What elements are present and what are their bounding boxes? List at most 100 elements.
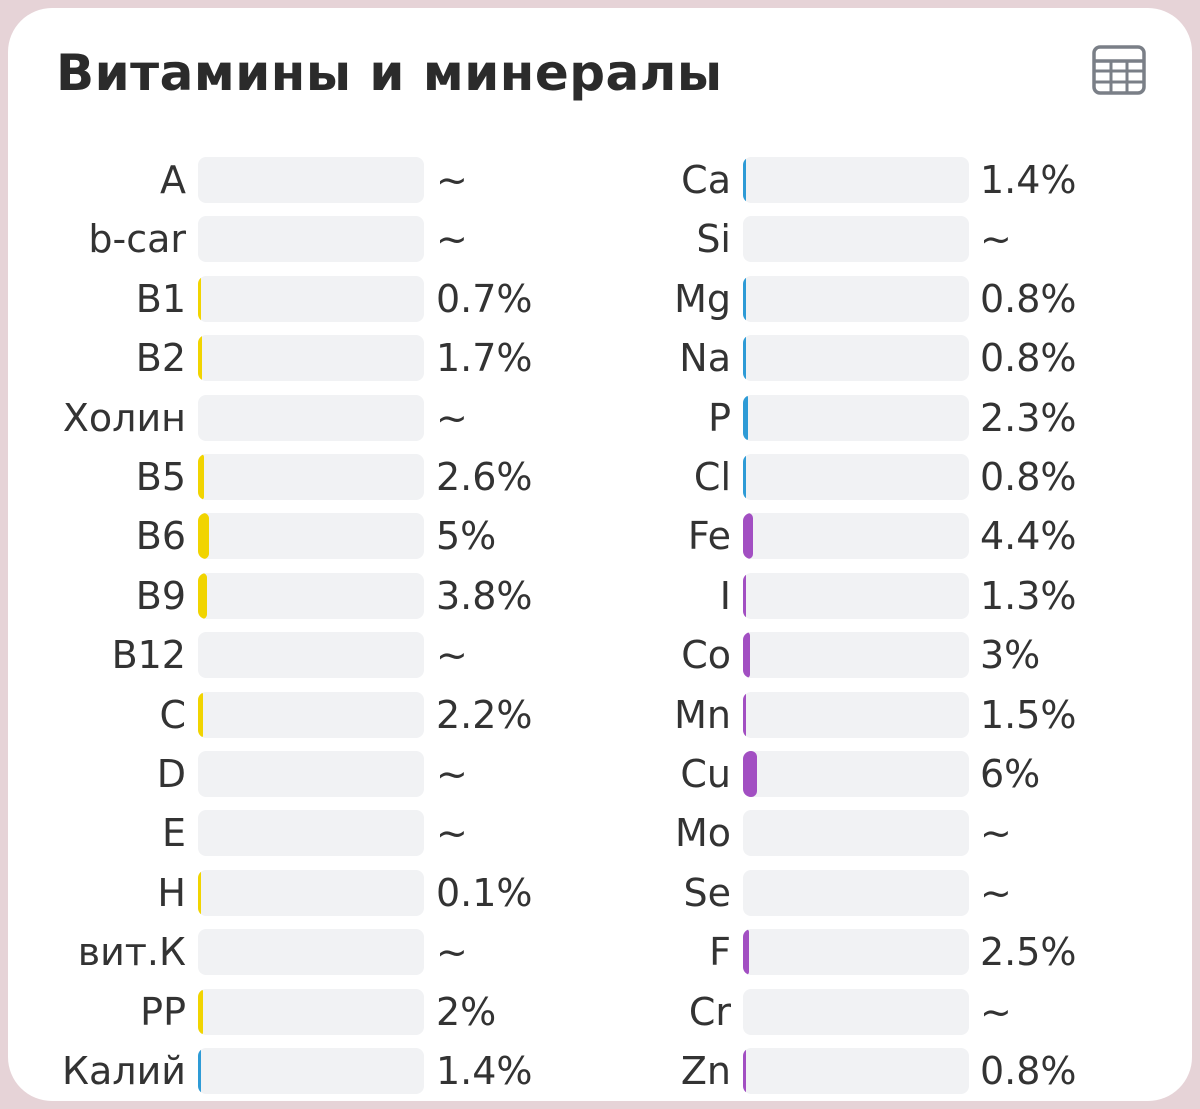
progress-track: [743, 869, 969, 916]
vitamins-row: B6 5%: [8, 512, 1192, 560]
nutrient-label: Fe: [687, 514, 731, 559]
nutrient-label: Cl: [693, 455, 731, 499]
progress-fill: [743, 572, 746, 619]
card-title: Витамины и минералы: [56, 44, 723, 102]
progress-track: [198, 691, 424, 738]
progress-track: [743, 810, 969, 857]
progress-fill: [743, 394, 749, 441]
vitamins-row: Калий 1.4%: [8, 1047, 1192, 1095]
progress-fill: [743, 335, 746, 382]
progress-track: [743, 513, 969, 560]
progress-track: [198, 810, 424, 857]
table-icon[interactable]: [1092, 44, 1146, 98]
nutrient-value: 2.2%: [436, 692, 533, 737]
minerals-row: Se ~: [8, 869, 1192, 917]
progress-fill: [198, 275, 201, 322]
nutrient-value: 0.1%: [436, 870, 533, 915]
nutrient-value: ~: [436, 811, 468, 856]
progress-track: [198, 513, 424, 560]
nutrient-label: I: [719, 573, 731, 618]
nutrient-value: ~: [980, 870, 1012, 915]
progress-track: [198, 1048, 424, 1094]
progress-track: [198, 275, 424, 322]
progress-fill: [198, 513, 210, 560]
nutrient-label: B2: [135, 336, 186, 381]
nutrient-value: 2%: [436, 989, 497, 1034]
minerals-row: Ca 1.4%: [8, 156, 1192, 204]
progress-fill: [198, 1048, 202, 1094]
nutrient-label: Na: [679, 336, 731, 381]
progress-track: [743, 632, 969, 679]
vitamins-row: B9 3.8%: [8, 572, 1192, 620]
nutrient-value: 3%: [980, 633, 1041, 678]
nutrient-label: P: [708, 395, 731, 440]
progress-fill: [743, 157, 747, 203]
minerals-row: Cl 0.8%: [8, 453, 1192, 501]
progress-fill: [198, 869, 201, 916]
vitamins-row: C 2.2%: [8, 691, 1192, 739]
nutrient-value: 0.8%: [980, 455, 1077, 499]
nutrient-label: Mg: [674, 276, 731, 321]
minerals-row: I 1.3%: [8, 572, 1192, 620]
progress-fill: [198, 454, 204, 500]
progress-fill: [743, 632, 750, 679]
nutrient-value: 0.8%: [980, 336, 1077, 381]
nutrient-label: PP: [140, 989, 186, 1034]
nutrient-value: ~: [980, 811, 1012, 856]
nutrient-value: ~: [436, 395, 468, 440]
progress-fill: [198, 691, 203, 738]
nutrient-value: 1.3%: [980, 573, 1077, 618]
minerals-row: Na 0.8%: [8, 334, 1192, 382]
nutrient-label: B5: [135, 455, 186, 499]
nutrient-label: D: [156, 752, 186, 796]
nutrient-value: 2.5%: [980, 930, 1077, 975]
vitamins-row: E ~: [8, 809, 1192, 857]
vitamins-row: H 0.1%: [8, 869, 1192, 917]
vitamins-row: B1 0.7%: [8, 275, 1192, 323]
progress-fill: [743, 751, 757, 797]
progress-track: [743, 394, 969, 441]
nutrient-label: B6: [135, 514, 186, 559]
minerals-row: P 2.3%: [8, 394, 1192, 442]
nutrient-value: 5%: [436, 514, 497, 559]
nutrient-label: Cu: [680, 752, 731, 796]
nutrient-value: 0.7%: [436, 276, 533, 321]
nutrient-label: C: [159, 692, 186, 737]
nutrient-value: 1.4%: [980, 158, 1077, 202]
nutrient-value: 1.7%: [436, 336, 533, 381]
nutrient-label: A: [160, 158, 186, 202]
minerals-row: Si ~: [8, 215, 1192, 263]
nutrient-value: 1.5%: [980, 692, 1077, 737]
minerals-row: F 2.5%: [8, 928, 1192, 976]
vitamins-row: b-car ~: [8, 215, 1192, 263]
minerals-row: Mo ~: [8, 809, 1192, 857]
nutrient-value: 4.4%: [980, 514, 1077, 559]
nutrient-label: b-car: [88, 217, 186, 262]
progress-track: [198, 751, 424, 797]
progress-fill: [743, 929, 749, 976]
minerals-row: Zn 0.8%: [8, 1047, 1192, 1095]
nutrient-label: B12: [111, 633, 186, 678]
progress-track: [743, 929, 969, 976]
nutrient-value: ~: [980, 989, 1012, 1034]
progress-track: [198, 157, 424, 203]
progress-fill: [743, 454, 746, 500]
nutrient-label: H: [157, 870, 186, 915]
vitamins-row: B5 2.6%: [8, 453, 1192, 501]
progress-track: [743, 691, 969, 738]
nutrient-value: ~: [436, 752, 468, 796]
vitamins-row: D ~: [8, 750, 1192, 798]
progress-track: [743, 335, 969, 382]
minerals-row: Cu 6%: [8, 750, 1192, 798]
minerals-row: Fe 4.4%: [8, 512, 1192, 560]
progress-fill: [743, 691, 747, 738]
nutrient-value: 1.4%: [436, 1049, 533, 1093]
nutrient-label: Co: [681, 633, 731, 678]
nutrient-label: Si: [696, 217, 731, 262]
nutrient-label: E: [161, 811, 186, 856]
progress-track: [743, 572, 969, 619]
minerals-row: Co 3%: [8, 631, 1192, 679]
minerals-row: Mg 0.8%: [8, 275, 1192, 323]
progress-track: [198, 394, 424, 441]
vitamins-row: B12 ~: [8, 631, 1192, 679]
